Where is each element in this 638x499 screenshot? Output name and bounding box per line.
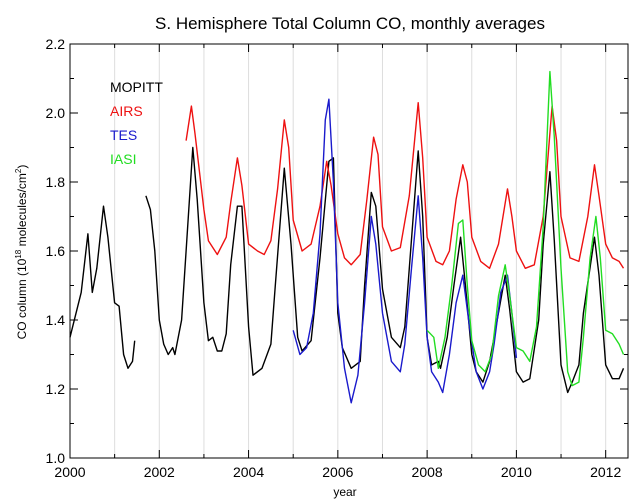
legend-entry-iasi: IASI <box>110 151 136 167</box>
plot-frame <box>69 43 629 459</box>
series-lines <box>69 70 625 404</box>
y-tick-label: 1.2 <box>46 381 66 397</box>
series-line-airs <box>185 101 625 269</box>
x-axis-label: year <box>333 485 356 499</box>
x-tick-label: 2006 <box>322 464 353 480</box>
y-tick-label: 2.2 <box>46 36 66 52</box>
y-tick-label: 2.0 <box>46 105 66 121</box>
series-line-iasi <box>426 70 625 387</box>
y-tick-label: 1.8 <box>46 174 66 190</box>
x-tick-label: 2000 <box>54 464 85 480</box>
series-line-mopitt <box>69 205 136 369</box>
x-tick-label: 2012 <box>590 464 621 480</box>
legend-entry-airs: AIRS <box>110 103 143 119</box>
x-tick-label: 2002 <box>144 464 175 480</box>
y-axis-label: CO column (1018 molecules/cm2) <box>14 165 29 340</box>
y-tick-label: 1.6 <box>46 243 66 259</box>
legend-entry-tes: TES <box>110 127 137 143</box>
axis-ticks: 2000 2002 2004 2006 2008 2010 2012 1.0 1.2 1.4 1.6… <box>46 36 628 480</box>
x-tick-label: 2004 <box>233 464 264 480</box>
y-tick-label: 1.0 <box>46 450 66 466</box>
legend: MOPITT AIRS TES IASI <box>110 79 163 167</box>
y-tick-label: 1.4 <box>46 312 66 328</box>
series-line-mopitt <box>145 146 625 394</box>
x-tick-label: 2010 <box>501 464 532 480</box>
x-tick-label: 2008 <box>412 464 443 480</box>
series-line-tes <box>292 98 518 404</box>
chart-title: S. Hemisphere Total Column CO, monthly a… <box>155 14 545 33</box>
legend-entry-mopitt: MOPITT <box>110 79 163 95</box>
year-grid-lines <box>114 44 607 458</box>
